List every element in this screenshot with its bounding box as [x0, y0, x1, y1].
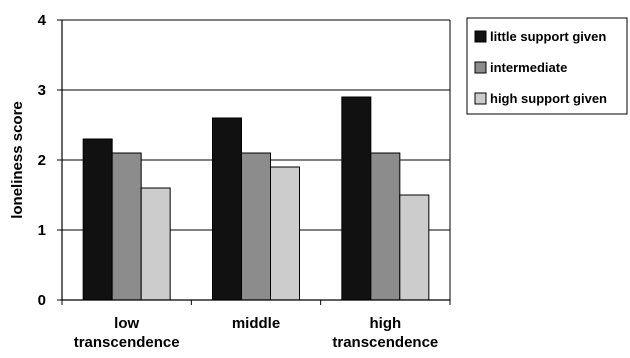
bar-3-2	[270, 166, 300, 301]
legend-swatch	[474, 92, 487, 105]
tick-labels: 0 1 2 3 4	[38, 12, 47, 309]
category-label: transcendence	[74, 334, 180, 351]
legend-label: high support given	[490, 91, 607, 106]
bar-1-3	[341, 96, 372, 301]
category-label: middle	[232, 315, 280, 332]
y-tick-label: 4	[38, 12, 47, 29]
bar-2-2	[241, 152, 271, 301]
legend-box	[466, 17, 628, 115]
y-axis-title: loneliness score	[9, 101, 26, 219]
legend: little support given intermediate high sup…	[466, 17, 628, 115]
y-tick-label: 1	[38, 222, 46, 239]
bars	[82, 96, 430, 301]
bar-1-1	[82, 138, 113, 301]
y-tick-label: 3	[38, 82, 46, 99]
legend-label: intermediate	[490, 60, 567, 75]
category-label: high	[370, 315, 402, 332]
legend-label: little support given	[490, 29, 606, 44]
bar-3-3	[399, 194, 430, 301]
category-labels: low transcendence middle high transcendence	[74, 315, 439, 351]
bar-1-2	[212, 117, 242, 301]
category-label: transcendence	[332, 334, 438, 351]
bar-3-1	[140, 187, 171, 301]
bar-2-3	[370, 152, 401, 301]
category-label: low	[114, 315, 139, 332]
legend-swatch	[474, 61, 487, 74]
bar-2-1	[111, 152, 142, 301]
axes	[57, 19, 451, 305]
y-tick-label: 2	[38, 152, 46, 169]
legend-swatch	[474, 30, 487, 43]
y-tick-label: 0	[38, 292, 46, 309]
